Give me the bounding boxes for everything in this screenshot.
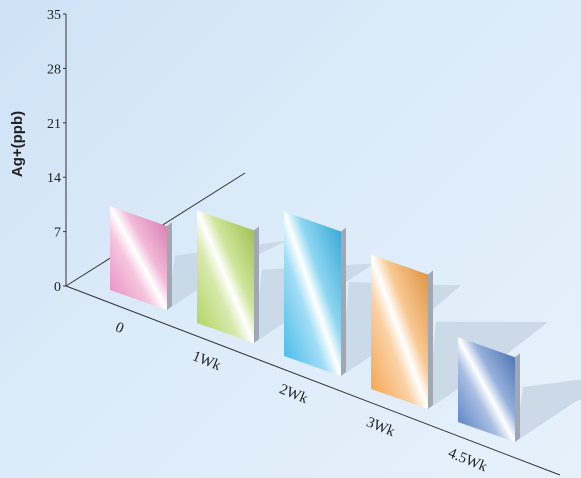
- bar-side: [428, 270, 433, 409]
- y-tick-label: 14: [47, 171, 61, 186]
- bar: [110, 206, 167, 310]
- bar-side: [167, 222, 172, 310]
- bar-shadow: [515, 379, 581, 442]
- bar: [284, 211, 341, 376]
- category-label: 4.5Wk: [446, 445, 490, 475]
- y-tick-label: 35: [47, 8, 61, 23]
- y-tick-label: 28: [47, 62, 61, 77]
- axes: Ag+(ppb): [9, 14, 561, 476]
- y-tick-label: 0: [54, 280, 61, 295]
- bars: [110, 206, 520, 442]
- y-tick-label: 7: [54, 226, 61, 241]
- bar: [458, 337, 515, 442]
- y-axis-label: Ag+(ppb): [9, 111, 26, 177]
- bar-side: [341, 227, 346, 376]
- bar: [371, 254, 428, 409]
- bar-side: [515, 353, 520, 442]
- category-label: 2Wk: [277, 381, 310, 407]
- category-label: 3Wk: [364, 414, 397, 440]
- bar: [197, 210, 254, 343]
- y-tick-label: 21: [47, 117, 61, 132]
- category-label: 0: [113, 319, 126, 337]
- y-ticks: 0 7 14 21 28 35: [47, 8, 66, 295]
- x-axis-line: [65, 285, 561, 476]
- category-label: 1Wk: [190, 348, 223, 374]
- bar-side: [254, 226, 259, 343]
